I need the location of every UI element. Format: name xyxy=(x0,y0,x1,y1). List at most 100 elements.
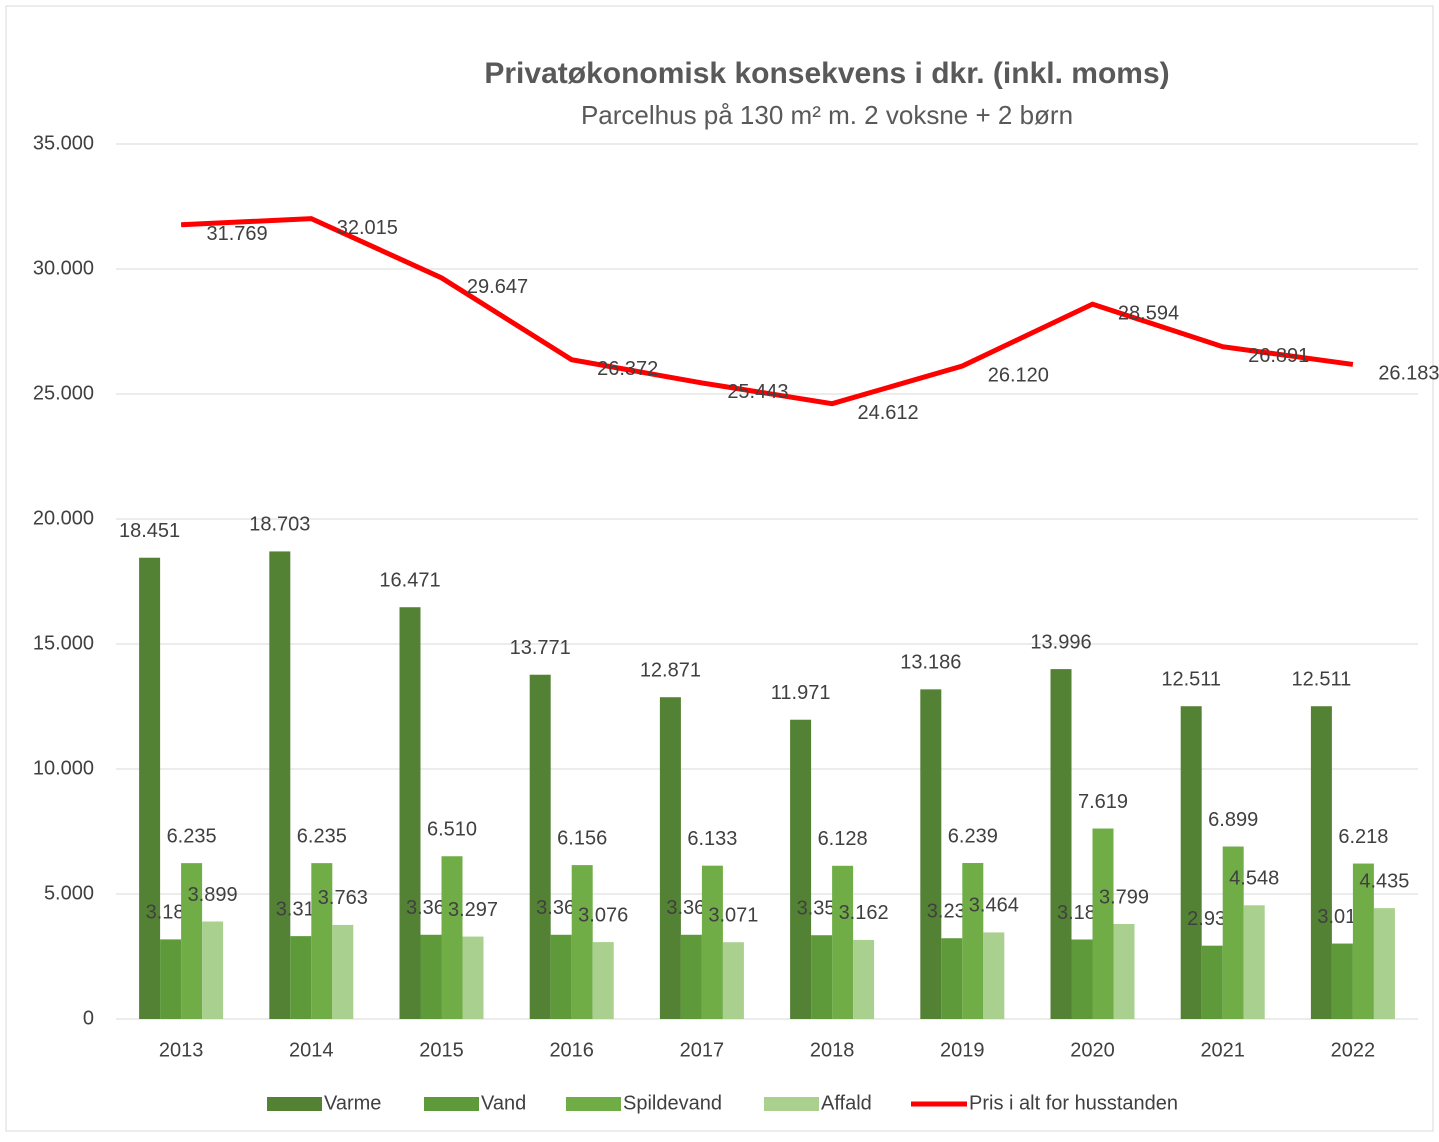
bar xyxy=(529,674,551,1019)
bar xyxy=(790,719,812,1019)
bar xyxy=(853,939,875,1019)
bar xyxy=(571,865,593,1019)
bar xyxy=(1180,706,1202,1019)
legend-label: Affald xyxy=(821,1092,872,1114)
data-label: 6.218 xyxy=(1338,826,1388,848)
data-label: 6.156 xyxy=(557,827,607,849)
bar xyxy=(181,863,203,1019)
bar xyxy=(139,557,161,1019)
legend-label: Vand xyxy=(481,1092,526,1114)
data-label: 25.443 xyxy=(727,381,788,403)
data-label: 11.971 xyxy=(771,682,831,704)
y-tick-label: 20.000 xyxy=(33,507,94,529)
bar xyxy=(1243,905,1265,1019)
x-tick-label: 2018 xyxy=(810,1039,855,1061)
x-tick-label: 2022 xyxy=(1331,1039,1376,1061)
data-label: 3.899 xyxy=(188,884,238,906)
legend-label: Varme xyxy=(324,1092,381,1114)
data-label: 3.071 xyxy=(708,905,758,927)
legend-swatch xyxy=(267,1097,322,1111)
data-label: 6.133 xyxy=(687,828,737,850)
data-label: 4.548 xyxy=(1229,868,1279,890)
bar xyxy=(920,689,942,1019)
x-tick-label: 2015 xyxy=(419,1039,464,1061)
y-tick-label: 0 xyxy=(83,1007,94,1029)
y-tick-label: 35.000 xyxy=(33,132,94,154)
data-label: 13.186 xyxy=(900,652,961,674)
line xyxy=(180,216,1354,407)
data-label: 6.235 xyxy=(297,825,347,847)
bar xyxy=(659,697,681,1019)
bar xyxy=(701,865,723,1019)
bar xyxy=(399,607,421,1019)
bar xyxy=(680,934,702,1019)
data-label: 24.612 xyxy=(858,402,919,424)
bar xyxy=(722,942,744,1019)
bar xyxy=(1092,828,1114,1019)
chart-subtitle: Parcelhus på 130 m² m. 2 voksne + 2 børn xyxy=(581,100,1073,130)
legend-label: Pris i alt for husstanden xyxy=(969,1092,1178,1114)
y-tick-label: 15.000 xyxy=(33,632,94,654)
legend-label: Spildevand xyxy=(623,1092,722,1114)
data-label: 6.239 xyxy=(948,825,998,847)
data-label: 13.771 xyxy=(510,637,571,659)
x-tick-label: 2016 xyxy=(549,1039,594,1061)
bar xyxy=(160,939,182,1019)
bar xyxy=(332,924,354,1019)
y-tick-label: 30.000 xyxy=(33,257,94,279)
legend-swatch xyxy=(764,1097,819,1111)
bar xyxy=(983,932,1005,1019)
bar xyxy=(1050,669,1072,1019)
data-label: 6.128 xyxy=(818,828,868,850)
y-tick-label: 25.000 xyxy=(33,382,94,404)
bar xyxy=(420,934,442,1019)
data-label: 3.297 xyxy=(448,899,498,921)
data-label: 6.899 xyxy=(1208,809,1258,831)
data-label: 26.183 xyxy=(1378,363,1439,385)
data-label: 6.510 xyxy=(427,819,477,841)
bar xyxy=(550,934,572,1019)
bar xyxy=(1113,924,1135,1019)
data-label: 12.511 xyxy=(1161,669,1221,691)
x-tick-label: 2021 xyxy=(1200,1039,1245,1061)
data-label: 3.162 xyxy=(839,902,889,924)
y-tick-label: 10.000 xyxy=(33,757,94,779)
bar xyxy=(962,863,984,1019)
data-label: 12.511 xyxy=(1292,669,1352,691)
bar xyxy=(1352,863,1374,1019)
data-label: 3.763 xyxy=(318,887,368,909)
data-label: 12.871 xyxy=(640,660,701,682)
x-tick-label: 2020 xyxy=(1070,1039,1115,1061)
bar xyxy=(592,942,614,1019)
chart-title: Privatøkonomisk konsekvens i dkr. (inkl.… xyxy=(484,57,1169,90)
data-label: 26.372 xyxy=(597,358,658,380)
y-tick-label: 5.000 xyxy=(44,882,94,904)
data-label: 26.891 xyxy=(1248,345,1309,367)
legend-swatch xyxy=(424,1097,479,1111)
bar xyxy=(1222,846,1244,1019)
bar xyxy=(290,936,312,1019)
bar xyxy=(941,938,963,1019)
data-label: 7.619 xyxy=(1078,791,1128,813)
x-tick-label: 2013 xyxy=(159,1039,204,1061)
bar xyxy=(832,865,854,1019)
x-tick-label: 2019 xyxy=(940,1039,985,1061)
data-label: 3.799 xyxy=(1099,886,1149,908)
bar xyxy=(1310,706,1332,1019)
bar xyxy=(1373,908,1395,1019)
bar xyxy=(441,856,463,1019)
bar xyxy=(811,935,833,1019)
x-tick-label: 2017 xyxy=(680,1039,725,1061)
bar xyxy=(1201,945,1223,1019)
bar xyxy=(1331,943,1353,1019)
x-tick-label: 2014 xyxy=(289,1039,334,1061)
data-label: 3.464 xyxy=(969,895,1019,917)
data-label: 28.594 xyxy=(1118,302,1179,324)
data-label: 18.703 xyxy=(249,514,310,536)
data-label: 18.451 xyxy=(119,520,180,542)
legend-swatch xyxy=(566,1097,621,1111)
bar xyxy=(1071,939,1093,1019)
bar xyxy=(462,936,484,1019)
bar xyxy=(202,921,224,1019)
data-label: 32.015 xyxy=(337,217,398,239)
